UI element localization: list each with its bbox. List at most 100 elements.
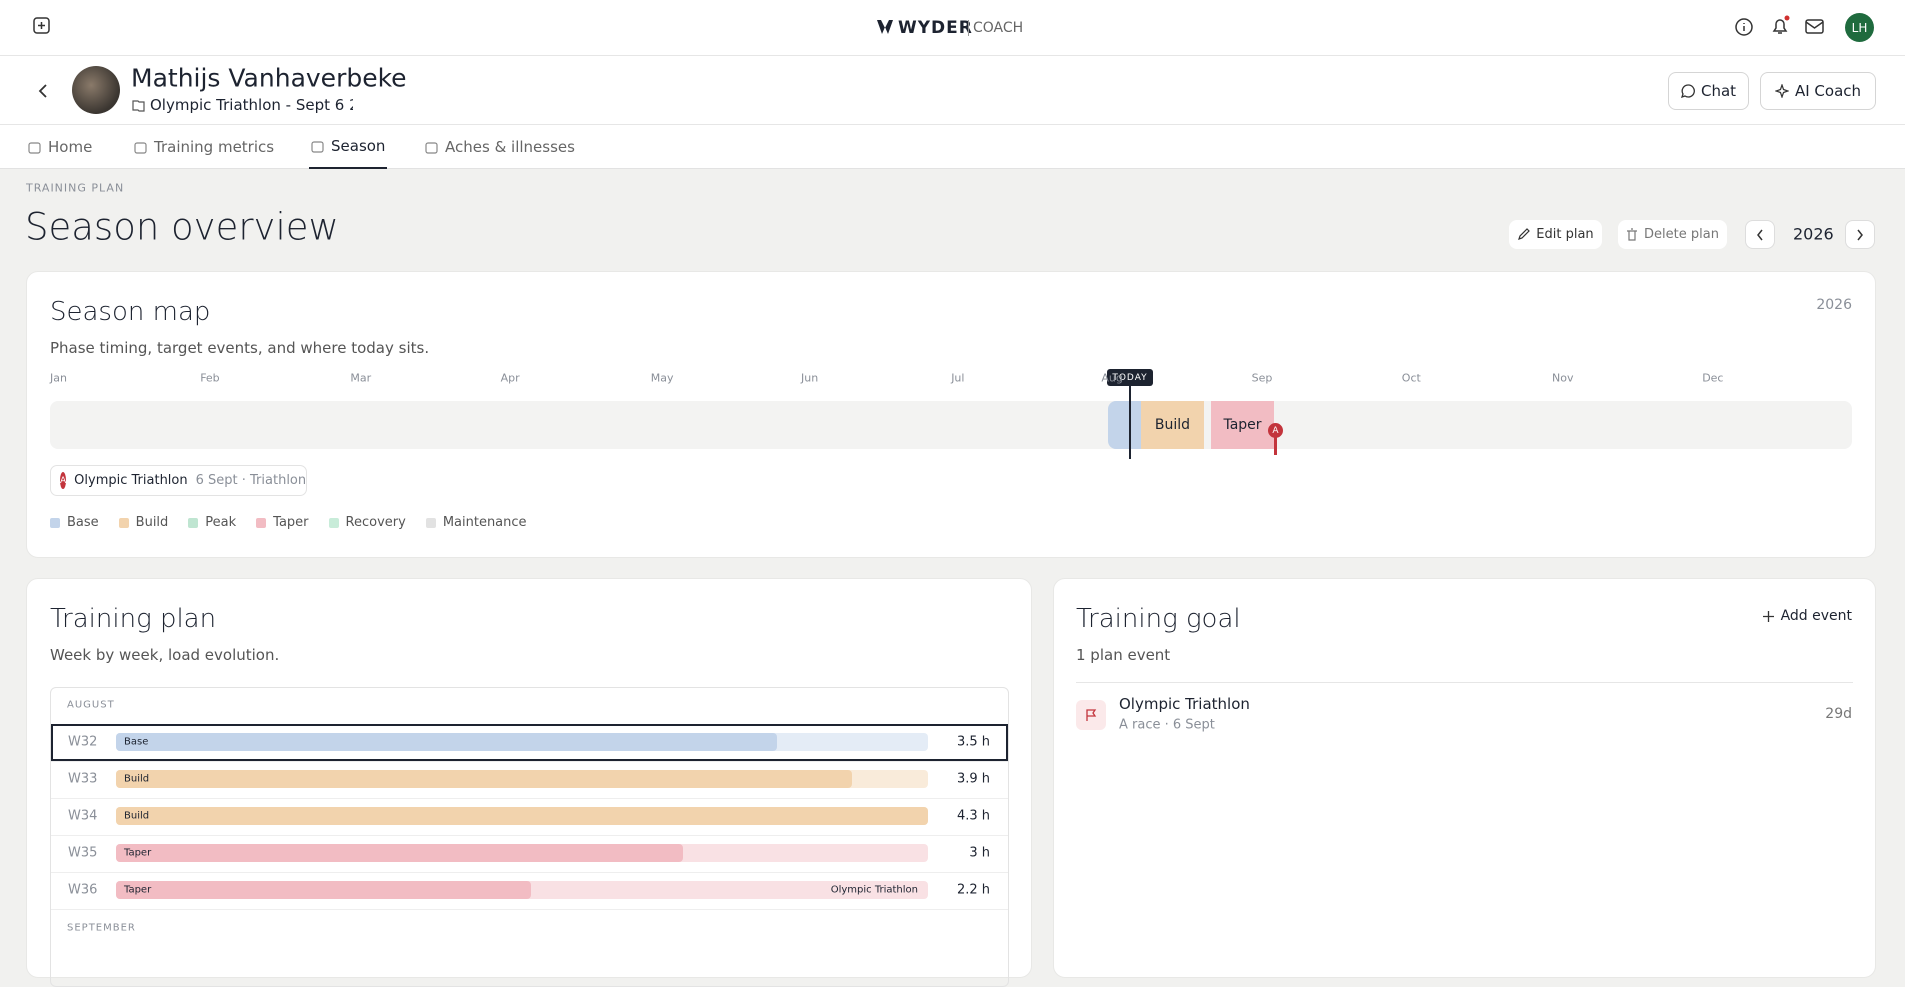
ai-coach-button[interactable]: AI Coach: [1760, 72, 1876, 110]
week-row[interactable]: [51, 835, 1008, 872]
goal-days: 29d: [1825, 706, 1852, 722]
logo-icon: [877, 20, 893, 34]
label: Add event: [1780, 608, 1852, 624]
week-label: W35: [68, 845, 98, 861]
year: 2026: [1793, 224, 1834, 244]
event-badge: A: [60, 472, 67, 489]
card-title: Training plan: [50, 604, 217, 634]
month-label: Sep: [1251, 371, 1273, 385]
tab-icon: [425, 141, 438, 154]
week-row[interactable]: [51, 761, 1008, 798]
month-header-row: [51, 909, 1008, 910]
phase-label: Taper: [124, 884, 152, 896]
week-row[interactable]: [51, 872, 1008, 909]
tab-label: Aches & illnesses: [445, 138, 575, 156]
week-row[interactable]: [51, 798, 1008, 835]
legend-item: Base: [50, 515, 99, 530]
athlete-event: Olympic Triathlon - Sept 6 202: [150, 96, 353, 114]
load-bar: [116, 770, 853, 788]
phase-label: Build: [124, 773, 150, 785]
hours-label: 3 h: [969, 845, 990, 861]
phase-base: [1108, 401, 1141, 449]
back-icon[interactable]: [36, 83, 50, 99]
load-bar: [116, 807, 928, 825]
card-title: Training goal: [1076, 604, 1241, 634]
new-note-icon[interactable]: [33, 17, 51, 35]
tab-label: Home: [48, 138, 93, 156]
hours-label: 4.3 h: [956, 808, 990, 824]
month-label: Oct: [1401, 371, 1421, 385]
race-marker[interactable]: A: [1268, 423, 1283, 438]
month-header: SEPTEMBER: [67, 922, 136, 934]
hours-label: 3.9 h: [956, 771, 990, 787]
legend-swatch: [188, 517, 199, 528]
athlete-photo: [72, 66, 120, 114]
season-map-card: Season map Phase timing, target events, …: [26, 271, 1876, 558]
logo: WYDER: [898, 18, 973, 38]
prev-year[interactable]: [1745, 220, 1775, 249]
week-label: W33: [68, 771, 98, 787]
hours-label: 3.5 h: [956, 734, 990, 750]
logo-sub: COACH: [968, 20, 1023, 36]
legend-swatch: [425, 517, 436, 528]
week-label: W36: [68, 882, 98, 898]
next-year[interactable]: [1845, 220, 1875, 249]
card-title: Season map: [50, 297, 211, 327]
tab-icon: [28, 141, 41, 154]
flag-icon: [1076, 700, 1106, 730]
event-meta: 6 Sept · Triathlon: [195, 473, 307, 488]
avatar[interactable]: LH: [1845, 13, 1874, 42]
page-title: Season overview: [25, 205, 339, 249]
tab-icon: [311, 140, 324, 153]
month-label: May: [650, 371, 674, 385]
label: Edit plan: [1536, 227, 1594, 242]
card-subtitle: Week by week, load evolution.: [50, 646, 280, 664]
week-label: W34: [68, 808, 98, 824]
bell-icon[interactable]: [1769, 15, 1791, 37]
tab[interactable]: Aches & illnesses: [425, 125, 575, 169]
delete-plan-button[interactable]: Delete plan: [1618, 220, 1727, 249]
eyebrow: TRAINING PLAN: [26, 181, 125, 195]
legend-item: Peak: [188, 515, 236, 530]
info-icon[interactable]: [1734, 17, 1754, 37]
profile-bar: Mathijs Vanhaverbeke Olympic Triathlon -…: [0, 56, 1905, 125]
chat-button[interactable]: Chat: [1668, 72, 1749, 110]
today-line: [1129, 371, 1131, 459]
tab-icon: [134, 141, 147, 154]
load-bar: [116, 733, 777, 751]
month-label: Aug: [1101, 371, 1123, 385]
legend-swatch: [118, 517, 129, 528]
load-bar: [116, 844, 683, 862]
event-icon: [132, 100, 145, 112]
label: Chat: [1700, 82, 1737, 100]
month-label: Nov: [1552, 371, 1574, 385]
month-label: Feb: [200, 371, 220, 385]
mail-icon[interactable]: [1805, 18, 1825, 36]
add-event-button[interactable]: Add event: [1762, 608, 1852, 624]
today-label: TODAY: [1107, 369, 1153, 386]
tab[interactable]: Home: [28, 125, 92, 169]
label: Delete plan: [1644, 227, 1719, 242]
event-chip[interactable]: A Olympic Triathlon 6 Sept · Triathlon: [50, 465, 307, 496]
month-label: Dec: [1702, 371, 1724, 385]
legend-item: Recovery: [328, 515, 406, 530]
tab-label: Season: [331, 137, 386, 155]
hours-label: 2.2 h: [956, 882, 990, 898]
phase-label: Base: [124, 736, 149, 748]
legend-label: Taper: [273, 515, 309, 530]
edit-plan-button[interactable]: Edit plan: [1509, 220, 1602, 249]
legend-item: Build: [118, 515, 168, 530]
tab-bar: Home Training metrics Season Aches & illnes…: [0, 125, 1905, 169]
legend-item: Taper: [256, 515, 309, 530]
legend-label: Recovery: [345, 515, 406, 530]
tab[interactable]: Season: [309, 125, 388, 169]
label: AI Coach: [1794, 82, 1862, 100]
legend-label: Peak: [205, 515, 237, 530]
week-label: W32: [68, 734, 98, 750]
tab[interactable]: Training metrics: [134, 125, 274, 169]
goal-name[interactable]: Olympic Triathlon: [1119, 695, 1250, 713]
month-label: Jul: [951, 371, 965, 385]
week-row[interactable]: [51, 724, 1008, 761]
divider: [1076, 682, 1853, 683]
legend-label: Maintenance: [442, 515, 527, 530]
